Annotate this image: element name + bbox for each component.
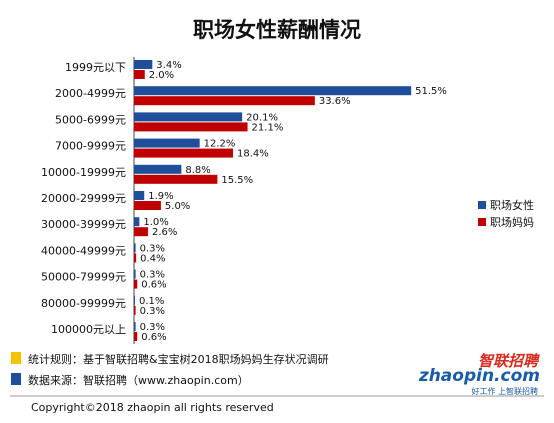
legend-label-mothers: 职场妈妈 xyxy=(490,215,534,229)
bar-mothers xyxy=(134,201,161,210)
category-label: 7000-9999元 xyxy=(55,140,126,153)
bar-women xyxy=(134,269,136,279)
brand-cn-name: 智联招聘 xyxy=(478,352,540,370)
bar-mothers xyxy=(134,279,138,289)
note-bullet-source xyxy=(11,373,21,385)
bar-mothers xyxy=(134,332,138,341)
legend-label-women: 职场女性 xyxy=(490,198,534,212)
value-label-mothers: 2.6% xyxy=(152,227,177,238)
bar-mothers xyxy=(134,70,145,79)
value-label-mothers: 15.5% xyxy=(221,175,253,186)
bar-women xyxy=(134,243,136,253)
value-label-mothers: 2.0% xyxy=(149,70,174,81)
category-label: 5000-6999元 xyxy=(55,113,126,126)
category-label: 100000元以上 xyxy=(51,323,126,336)
copyright-text: Copyright©2018 zhaopin all rights reserv… xyxy=(31,401,274,414)
category-label: 50000-79999元 xyxy=(41,271,126,284)
bar-women xyxy=(134,217,140,227)
bar-mothers xyxy=(134,305,136,315)
category-label: 80000-99999元 xyxy=(41,297,126,310)
bar-mothers xyxy=(134,227,148,237)
legend-swatch-mothers xyxy=(478,218,486,226)
value-label-women: 12.2% xyxy=(204,139,236,150)
value-label-mothers: 0.6% xyxy=(141,280,166,291)
brand-logo-text: zhaopin.com xyxy=(418,366,540,386)
category-labels: 1999元以下 2000-4999元 5000-6999元 7000-9999元 100… xyxy=(41,61,126,336)
value-label-mothers: 0.3% xyxy=(140,306,165,317)
bar-women xyxy=(134,295,135,305)
category-label: 30000-39999元 xyxy=(41,218,126,231)
value-label-women: 1.9% xyxy=(148,191,173,202)
category-label: 40000-49999元 xyxy=(41,244,126,257)
notes: 统计规则：基于智联招聘&宝宝树2018职场妈妈生存状况调研 数据来源：智联招聘（… xyxy=(11,352,329,387)
value-label-mothers: 0.6% xyxy=(141,332,166,343)
value-label-mothers: 0.4% xyxy=(140,253,165,264)
zhaopin-logo: 智联招聘 zhaopin.com 好工作 上智联招聘 xyxy=(418,352,540,396)
note-source: 数据来源：智联招聘（www.zhaopin.com） xyxy=(28,373,249,387)
bar-mothers xyxy=(134,122,248,132)
value-label-women: 1.0% xyxy=(143,217,168,228)
bar-mothers xyxy=(134,148,234,158)
legend-swatch-women xyxy=(478,201,486,209)
bar-mothers xyxy=(134,174,218,184)
value-label-women: 0.3% xyxy=(140,270,165,281)
legend: 职场女性 职场妈妈 xyxy=(478,198,534,229)
chart-title: 职场女性薪酬情况 xyxy=(193,18,361,42)
bar-women xyxy=(134,138,200,148)
value-label-women: 3.4% xyxy=(156,60,181,71)
value-label-mothers: 5.0% xyxy=(165,201,190,212)
brand-slogan: 好工作 上智联招聘 xyxy=(471,386,538,396)
value-label-mothers: 33.6% xyxy=(319,96,351,107)
note-bullet-rule xyxy=(11,352,21,364)
value-label-women: 20.1% xyxy=(246,112,278,123)
category-label: 2000-4999元 xyxy=(55,87,126,100)
category-label: 1999元以下 xyxy=(65,61,126,74)
bar-women xyxy=(134,86,412,96)
value-label-women: 51.5% xyxy=(415,86,447,97)
value-label-women: 8.8% xyxy=(185,165,210,176)
value-labels: 3.4%2.0% 51.5% 33.6% 20.1%21.1% 12.2%18.4% 8.… xyxy=(139,60,447,343)
bar-women xyxy=(134,112,243,122)
value-label-women: 0.3% xyxy=(140,243,165,254)
value-label-mothers: 21.1% xyxy=(252,122,284,133)
value-label-women: 0.1% xyxy=(139,296,164,307)
value-label-mothers: 18.4% xyxy=(237,149,269,160)
bar-women xyxy=(134,322,136,331)
category-label: 10000-19999元 xyxy=(41,166,126,179)
value-label-women: 0.3% xyxy=(140,322,165,333)
bar-mothers xyxy=(134,96,315,106)
note-rule: 统计规则：基于智联招聘&宝宝树2018职场妈妈生存状况调研 xyxy=(28,352,329,366)
bar-women xyxy=(134,164,182,174)
category-label: 20000-29999元 xyxy=(41,192,126,205)
bar-women xyxy=(134,191,145,200)
bar-mothers xyxy=(134,253,137,263)
bars-group xyxy=(134,60,412,341)
bar-women xyxy=(134,60,153,69)
